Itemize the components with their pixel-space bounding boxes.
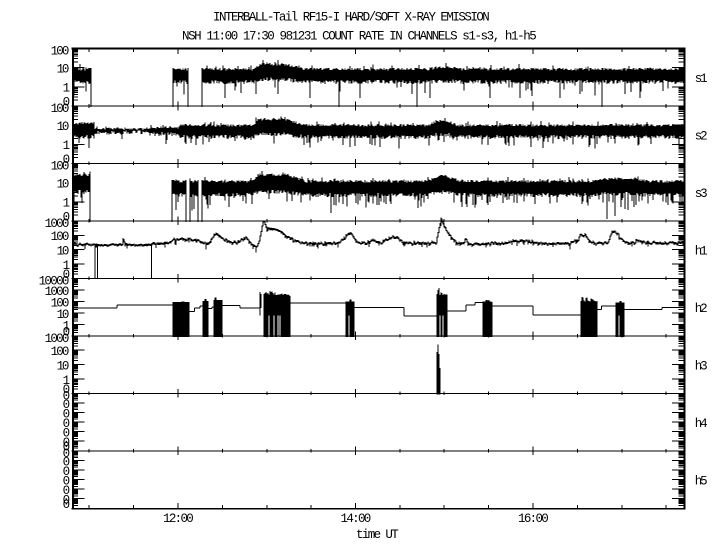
svg-text:12:00: 12:00	[163, 512, 193, 526]
svg-text:100: 100	[51, 296, 69, 310]
svg-text:INTERBALL-Tail RF15-I HARD/SOF: INTERBALL-Tail RF15-I HARD/SOFT X-RAY EM…	[213, 10, 489, 24]
svg-text:0: 0	[63, 427, 70, 441]
svg-text:h3: h3	[695, 360, 707, 374]
svg-text:h4: h4	[695, 417, 707, 431]
svg-text:1: 1	[63, 82, 70, 96]
svg-text:1: 1	[63, 319, 70, 333]
svg-text:100: 100	[51, 45, 69, 59]
svg-text:100: 100	[51, 160, 69, 174]
svg-text:0: 0	[63, 153, 70, 167]
svg-text:0: 0	[63, 447, 70, 461]
svg-text:s3: s3	[695, 187, 707, 201]
svg-text:0: 0	[63, 211, 70, 225]
svg-text:0: 0	[63, 417, 70, 431]
svg-text:h2: h2	[695, 302, 707, 316]
svg-text:1: 1	[63, 197, 70, 211]
svg-text:0: 0	[63, 494, 70, 508]
svg-text:10: 10	[57, 245, 69, 259]
svg-text:time UT: time UT	[356, 528, 399, 542]
svg-text:100: 100	[51, 230, 69, 244]
svg-text:10: 10	[57, 63, 69, 77]
svg-text:1000: 1000	[45, 217, 69, 231]
svg-text:0: 0	[63, 440, 70, 454]
svg-text:s2: s2	[695, 130, 707, 144]
svg-text:NSH 11:00 17:30 981231 COUNT: NSH 11:00 17:30 981231 COUNT RATE IN CHA…	[182, 30, 536, 44]
svg-text:10000: 10000	[39, 275, 69, 289]
svg-text:10: 10	[57, 308, 69, 322]
svg-text:10: 10	[57, 178, 69, 192]
svg-text:0: 0	[63, 436, 70, 450]
svg-text:100: 100	[51, 102, 69, 116]
svg-text:0: 0	[63, 268, 70, 282]
svg-text:1: 1	[63, 374, 70, 388]
svg-text:0: 0	[63, 465, 70, 479]
svg-text:h5: h5	[695, 475, 707, 489]
svg-text:0: 0	[63, 475, 70, 489]
svg-text:1: 1	[63, 259, 70, 273]
svg-text:0: 0	[63, 326, 70, 340]
svg-text:14:00: 14:00	[341, 512, 371, 526]
svg-text:1000: 1000	[45, 285, 69, 299]
svg-text:16:00: 16:00	[518, 512, 548, 526]
svg-text:h1: h1	[695, 245, 707, 259]
svg-text:10: 10	[57, 360, 69, 374]
svg-text:s1: s1	[695, 72, 707, 86]
svg-text:10: 10	[57, 120, 69, 134]
svg-text:0: 0	[63, 407, 70, 421]
svg-text:1000: 1000	[45, 332, 69, 346]
svg-text:0: 0	[63, 390, 70, 404]
svg-text:1: 1	[63, 139, 70, 153]
svg-text:0: 0	[63, 398, 70, 412]
svg-text:0: 0	[63, 484, 70, 498]
svg-text:0: 0	[63, 455, 70, 469]
svg-text:100: 100	[51, 345, 69, 359]
svg-text:0: 0	[63, 96, 70, 110]
svg-text:0: 0	[63, 383, 70, 397]
svg-text:0: 0	[63, 498, 70, 512]
